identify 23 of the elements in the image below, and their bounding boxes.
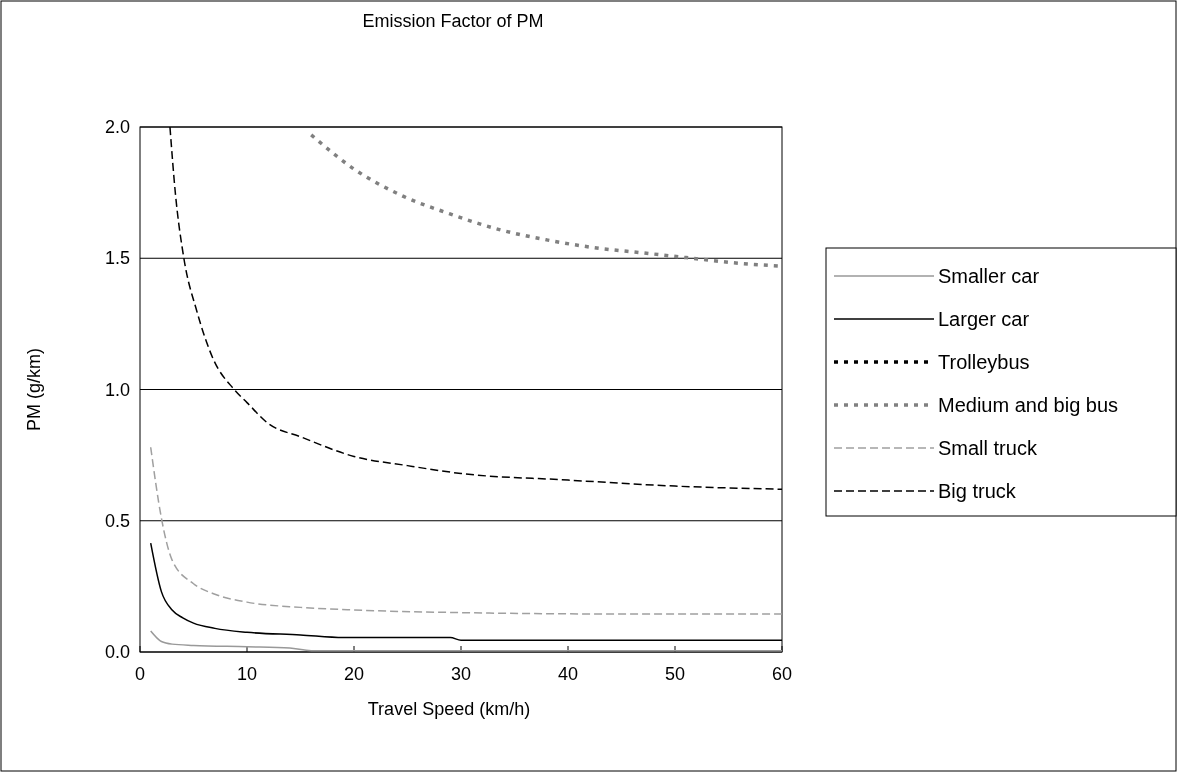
- legend-label: Trolleybus: [938, 351, 1030, 373]
- x-axis-title: Travel Speed (km/h): [367, 699, 531, 719]
- y-axis-title: PM (g/km): [24, 348, 44, 431]
- x-tick-label: 0: [134, 664, 146, 684]
- legend-label: Smaller car: [938, 265, 1040, 287]
- x-tick-label: 50: [664, 664, 686, 684]
- x-tick-label: 60: [771, 664, 793, 684]
- y-tick-label: 2.0: [104, 117, 130, 137]
- chart-title: Emission Factor of PM: [362, 11, 544, 31]
- legend-label: Larger car: [938, 308, 1030, 330]
- x-tick-label: 30: [450, 664, 472, 684]
- x-tick-label: 20: [343, 664, 365, 684]
- x-tick-label: 10: [236, 664, 258, 684]
- legend-label: Small truck: [938, 437, 1038, 459]
- x-tick-label: 40: [557, 664, 579, 684]
- y-tick-label: 1.0: [104, 379, 130, 400]
- y-tick-label: 0.0: [104, 642, 130, 662]
- line-series: [149, 446, 782, 615]
- legend-label: Medium and big bus: [938, 394, 1119, 416]
- y-tick-label: 1.5: [104, 248, 130, 269]
- y-tick-label: 0.5: [104, 510, 130, 531]
- line-series: [149, 630, 782, 652]
- legend-label: Big truck: [938, 480, 1017, 502]
